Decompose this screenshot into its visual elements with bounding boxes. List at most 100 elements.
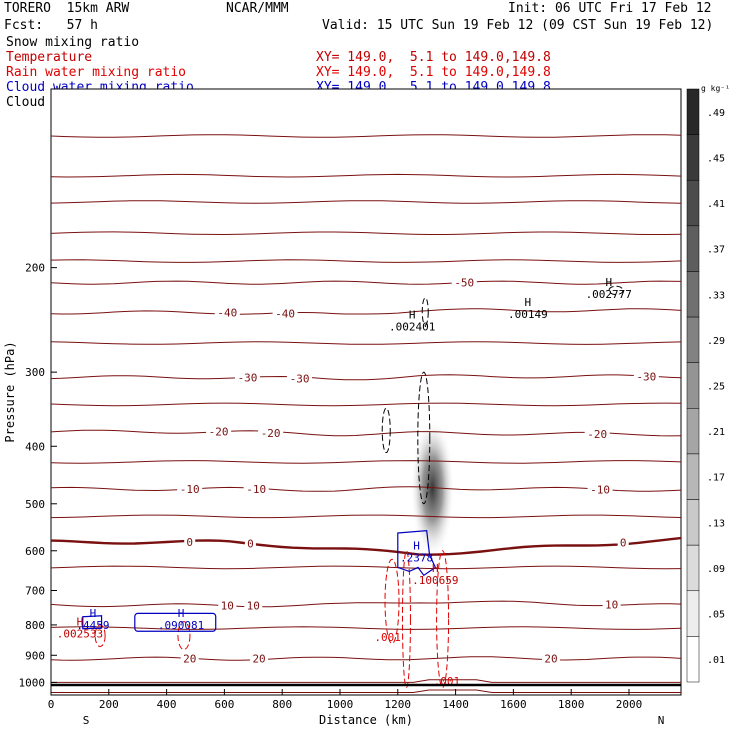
- colorbar-cell: [686, 316, 700, 363]
- isotherm-label: 10: [605, 598, 618, 611]
- y-tick-label: 300: [25, 366, 45, 379]
- colorbar-label: .25: [707, 382, 725, 393]
- isotherm-line: [50, 486, 682, 492]
- maximum-value: .2378: [400, 551, 433, 564]
- cloud-water-contour: [82, 615, 103, 630]
- isotherm-label-bg: [244, 599, 263, 611]
- cloud-ice-plume: [410, 418, 455, 559]
- isotherm-label: 20: [252, 653, 265, 666]
- isotherm-label: -50: [454, 277, 474, 290]
- isotherm-line: [50, 308, 682, 315]
- y-tick-label: 600: [25, 545, 45, 558]
- x-tick-label: 200: [99, 698, 119, 711]
- isotherm-label: 10: [221, 600, 234, 613]
- maximum-value: .4459: [76, 619, 109, 632]
- isotherm-label-bg: [287, 372, 313, 384]
- maximum-marker: H: [90, 607, 97, 620]
- colorbar-unit: g kg⁻¹: [701, 84, 730, 93]
- x-tick-label: 1600: [500, 698, 527, 711]
- isotherm-label-bg: [250, 652, 269, 664]
- isotherm-line: [50, 514, 682, 519]
- isotherm-label-bg: [244, 537, 256, 549]
- x-tick-label: 400: [157, 698, 177, 711]
- isotherm-label-bg: [243, 483, 269, 495]
- isotherm-label: -30: [290, 372, 310, 385]
- rain-contour: [94, 624, 106, 648]
- legend-cross-section: XY= 149.0, 5.1 to 149.0,149.8: [316, 50, 551, 65]
- maximum-value: .100659: [412, 574, 458, 587]
- colorbar-cell: [686, 453, 700, 500]
- isotherm-line: [50, 259, 682, 263]
- isotherm-label-bg: [617, 536, 629, 548]
- colorbar-label: .09: [707, 564, 725, 575]
- colorbar-label: .29: [707, 336, 725, 347]
- colorbar-cell: [686, 544, 700, 592]
- isotherm-line: [50, 429, 682, 437]
- isotherm-label-bg: [206, 425, 232, 437]
- isotherm-label-bg: [258, 426, 284, 438]
- forecast-hour: Fcst: 57 h: [4, 18, 98, 33]
- snow-contour: [381, 407, 391, 454]
- isotherm-label: 20: [544, 652, 557, 665]
- cloud-water-contour: [397, 530, 437, 577]
- isotherm-line: [50, 200, 682, 204]
- isotherm-label: -30: [238, 372, 258, 385]
- isotherm-label-bg: [602, 598, 621, 610]
- y-tick-label: 400: [25, 440, 45, 453]
- isotherm-label-bg: [218, 599, 237, 611]
- x-tick-label: 1800: [558, 698, 585, 711]
- y-tick-label: 800: [25, 619, 45, 632]
- isotherm-label: 0: [620, 537, 627, 550]
- x-tick-label: 600: [214, 698, 234, 711]
- x-tick-label: 1400: [442, 698, 469, 711]
- isotherm-line: [50, 600, 682, 608]
- y-axis-label: Pressure (hPa): [3, 341, 17, 442]
- isotherm-label: -40: [217, 307, 237, 320]
- maximum-value: .00149: [508, 308, 548, 321]
- isotherm-line: [50, 656, 682, 661]
- colorbar-cell: [686, 362, 700, 409]
- maximum-value: .002533: [57, 627, 103, 640]
- colorbar-label: .49: [707, 108, 725, 119]
- isotherm-label-bg: [214, 306, 240, 318]
- colorbar-label: .17: [707, 473, 725, 484]
- x-tick-label: 1200: [385, 698, 412, 711]
- isotherm-line: [50, 374, 682, 381]
- x-tick-label: 1000: [327, 698, 354, 711]
- colorbar-cell: [686, 179, 700, 227]
- legend-label: Rain water mixing ratio: [6, 65, 187, 80]
- valid-time: Valid: 15 UTC Sun 19 Feb 12 (09 CST Sun …: [322, 18, 714, 33]
- colorbar-cell: [686, 88, 700, 135]
- colorbar-label: .05: [707, 610, 725, 621]
- isotherm-label-bg: [541, 652, 560, 664]
- isotherm-line: [50, 536, 682, 556]
- colorbar-cell: [686, 134, 700, 181]
- colorbar-cell: [686, 408, 700, 455]
- isotherm-label: -20: [209, 426, 229, 439]
- maximum-value: .002401: [389, 320, 435, 333]
- snow-contour: [608, 285, 624, 296]
- colorbar-label: .37: [707, 245, 725, 256]
- isotherm-label: 0: [247, 538, 254, 551]
- isotherm-label-bg: [584, 427, 610, 439]
- x-tick-label: 0: [48, 698, 55, 711]
- isotherm-label: 10: [247, 599, 260, 612]
- rain-contour: [384, 558, 400, 645]
- isotherm-label-bg: [633, 370, 659, 382]
- colorbar-label: .45: [707, 153, 725, 164]
- y-tick-label: 900: [25, 649, 45, 662]
- maximum-value: .002777: [586, 288, 632, 301]
- isotherm-label-bg: [184, 536, 196, 548]
- maximum-marker: H: [605, 276, 612, 289]
- isotherm-label-bg: [451, 276, 477, 288]
- isotherm-line: [50, 280, 682, 285]
- colorbar-label: .41: [707, 199, 725, 210]
- isotherm-line: [50, 231, 682, 236]
- isotherm-line: [51, 679, 681, 683]
- isotherm-label: 0: [186, 536, 193, 549]
- isotherm-line: [50, 460, 682, 464]
- isotherm-label: -10: [246, 483, 266, 496]
- isotherm-label-bg: [180, 652, 199, 664]
- maximum-marker: H: [413, 539, 420, 552]
